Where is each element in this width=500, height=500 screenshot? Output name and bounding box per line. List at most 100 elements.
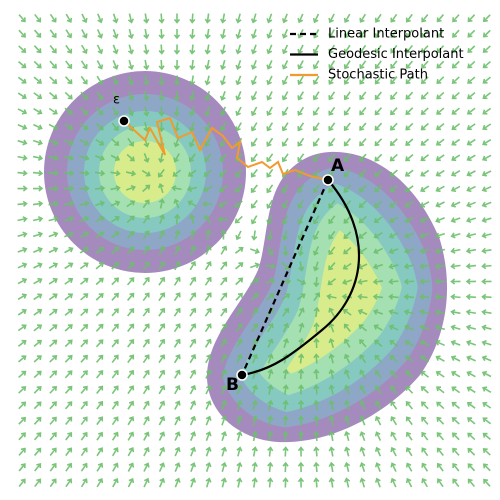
field-arrow	[313, 399, 320, 411]
field-arrow	[95, 246, 105, 254]
field-arrow	[312, 75, 320, 85]
field-arrow	[80, 293, 89, 301]
field-arrow	[48, 293, 58, 301]
field-arrow	[450, 293, 461, 300]
field-arrow	[403, 248, 415, 255]
field-arrow	[235, 106, 242, 117]
field-arrow	[359, 400, 366, 410]
field-arrow	[450, 309, 461, 316]
field-arrow	[374, 200, 383, 208]
field-arrow	[158, 431, 166, 441]
field-arrow	[219, 153, 227, 163]
field-arrow	[236, 353, 243, 364]
field-arrow	[465, 278, 477, 285]
field-arrow	[436, 29, 445, 38]
field-arrow	[343, 246, 352, 255]
field-arrow	[157, 168, 165, 178]
field-arrow	[112, 60, 119, 70]
field-arrow	[250, 137, 258, 147]
field-arrow	[112, 44, 119, 55]
field-arrow	[266, 137, 274, 147]
field-arrow	[173, 354, 181, 364]
field-arrow	[266, 106, 273, 117]
field-arrow	[420, 185, 430, 193]
field-arrow	[111, 138, 120, 146]
field-arrow	[482, 29, 491, 38]
field-arrow	[49, 13, 57, 23]
field-arrow	[250, 44, 257, 55]
field-arrow	[173, 59, 181, 71]
field-arrow	[265, 263, 276, 270]
field-arrow	[126, 200, 136, 208]
field-arrow	[49, 462, 57, 472]
field-arrow	[451, 76, 460, 84]
field-arrow	[482, 107, 492, 115]
field-arrow	[159, 214, 166, 224]
field-arrow	[79, 215, 90, 222]
field-arrow	[297, 461, 305, 473]
field-arrow	[189, 213, 196, 225]
field-arrow	[96, 478, 104, 488]
field-arrow	[281, 137, 289, 147]
field-arrow	[389, 122, 398, 131]
field-arrow	[173, 106, 180, 117]
field-arrow	[158, 385, 166, 395]
field-arrow	[312, 91, 320, 101]
field-arrow	[282, 461, 289, 473]
field-arrow	[403, 293, 415, 300]
field-arrow	[48, 308, 58, 316]
field-arrow	[405, 401, 413, 410]
field-arrow	[266, 75, 273, 86]
field-arrow	[235, 323, 243, 333]
field-arrow	[390, 29, 398, 39]
field-arrow	[126, 230, 135, 239]
field-arrow	[450, 324, 461, 331]
field-arrow	[452, 463, 460, 472]
field-arrow	[328, 60, 336, 70]
field-arrow	[111, 308, 119, 317]
field-arrow	[373, 308, 384, 315]
field-arrow	[204, 153, 212, 163]
field-arrow	[328, 29, 335, 39]
field-arrow	[374, 477, 381, 488]
field-arrow	[390, 477, 397, 488]
field-arrow	[434, 293, 446, 300]
field-arrow	[343, 13, 351, 24]
field-arrow	[374, 60, 382, 70]
field-arrow	[435, 370, 445, 378]
field-arrow	[204, 122, 211, 132]
field-arrow	[251, 446, 258, 457]
field-arrow	[33, 262, 43, 269]
field-arrow	[17, 200, 28, 207]
field-arrow	[405, 370, 414, 379]
field-arrow	[158, 59, 165, 71]
field-arrow	[313, 306, 320, 318]
field-arrow	[48, 200, 59, 207]
field-arrow	[111, 431, 119, 441]
field-arrow	[49, 432, 57, 441]
field-arrow	[143, 106, 150, 117]
field-arrow	[374, 369, 382, 379]
field-arrow	[450, 185, 461, 193]
field-arrow	[204, 44, 211, 55]
field-arrow	[80, 339, 89, 348]
field-arrow	[419, 278, 430, 285]
field-arrow	[451, 401, 460, 409]
field-arrow	[435, 217, 445, 224]
field-arrow	[174, 446, 181, 457]
field-arrow	[80, 75, 88, 85]
field-arrow	[79, 185, 90, 192]
field-arrow	[17, 262, 28, 269]
field-arrow	[174, 261, 181, 271]
label-b: B	[226, 375, 239, 395]
field-arrow	[95, 155, 105, 162]
field-arrow	[466, 386, 476, 394]
field-arrow	[127, 369, 135, 379]
field-arrow	[297, 415, 305, 426]
field-arrow	[204, 13, 211, 24]
field-arrow	[204, 137, 211, 147]
field-arrow	[33, 92, 43, 100]
field-arrow	[328, 215, 336, 225]
field-arrow	[158, 369, 166, 379]
field-arrow	[189, 338, 197, 348]
